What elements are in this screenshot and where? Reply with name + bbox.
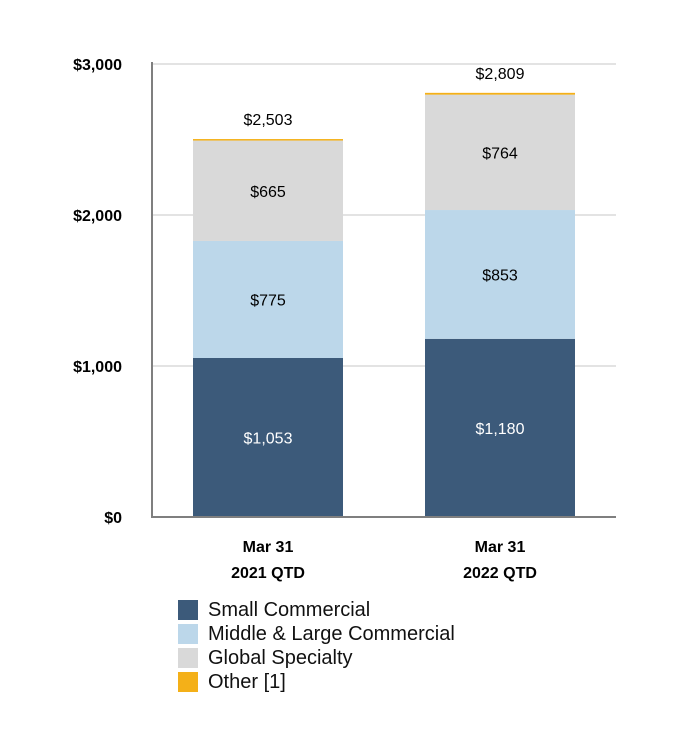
legend-swatch	[178, 600, 198, 620]
total-label: $2,809	[476, 66, 525, 83]
legend-swatch	[178, 648, 198, 668]
data-label: $665	[250, 184, 286, 201]
data-label: $853	[482, 267, 518, 284]
stacked-bar-chart: $0 $1,000 $2,000 $3,000 $1,053 $775 $665 $2,503…	[73, 57, 616, 582]
x-tick-label: 2021 QTD	[231, 565, 305, 582]
bar-segment	[425, 338, 575, 517]
legend-item-small-commercial: Small Commercial	[178, 598, 455, 622]
legend-swatch	[178, 672, 198, 692]
bar-segment	[425, 210, 575, 339]
x-tick-label: Mar 31	[243, 539, 294, 556]
legend-item-middle-large-commercial: Middle & Large Commercial	[178, 622, 455, 646]
legend-label: Small Commercial	[208, 598, 371, 621]
legend-item-global-specialty: Global Specialty	[178, 646, 455, 670]
legend-swatch	[178, 624, 198, 644]
legend-item-other: Other [1]	[178, 670, 455, 694]
y-tick-label: $0	[104, 510, 122, 527]
y-tick-label: $2,000	[73, 208, 122, 225]
bar-segment	[193, 140, 343, 241]
x-tick-label: 2022 QTD	[463, 565, 537, 582]
bar-segment	[425, 94, 575, 211]
legend-label: Global Specialty	[208, 646, 353, 669]
bar-segment	[193, 357, 343, 517]
data-label: $1,180	[476, 421, 525, 438]
y-tick-label: $1,000	[73, 359, 122, 376]
y-tick-label: $3,000	[73, 57, 122, 74]
bar-segment	[425, 92, 575, 95]
total-label: $2,503	[244, 112, 293, 129]
legend-label: Other [1]	[208, 670, 286, 693]
data-label: $1,053	[244, 430, 293, 447]
bar-segment	[193, 240, 343, 358]
legend: Small Commercial Middle & Large Commerci…	[178, 598, 455, 694]
data-label: $764	[482, 145, 518, 162]
x-tick-label: Mar 31	[475, 539, 526, 556]
bar-segment	[193, 139, 343, 141]
data-label: $775	[250, 292, 286, 309]
legend-label: Middle & Large Commercial	[208, 622, 455, 645]
